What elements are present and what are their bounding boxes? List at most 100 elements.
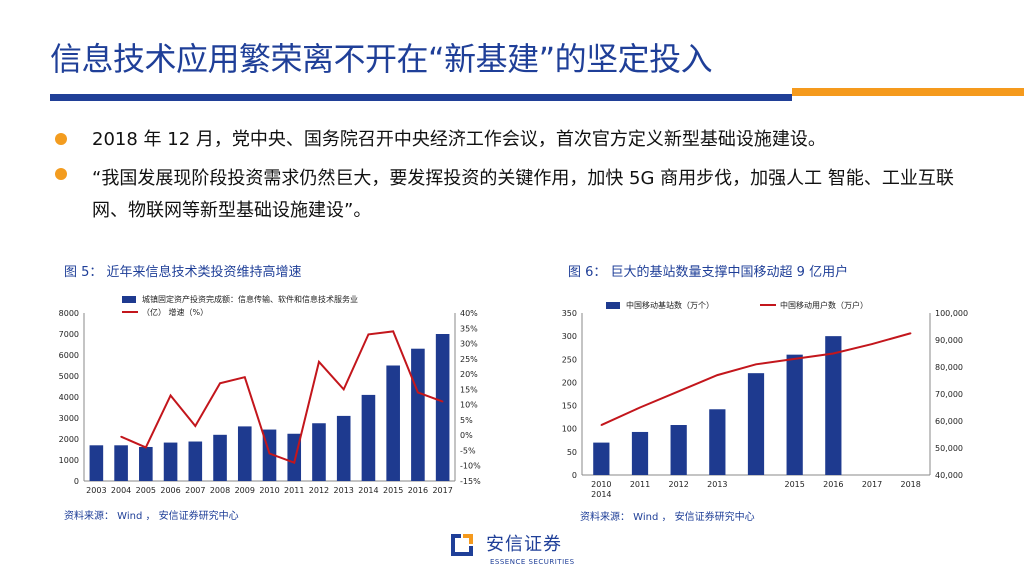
bar bbox=[825, 336, 842, 475]
x-tick-label: 2003 bbox=[86, 486, 106, 495]
bullet-1-text: 2018 年 12 月，党中央、国务院召开中央经济工作会议，首次官方定义新型基础… bbox=[92, 129, 826, 150]
bar bbox=[237, 426, 252, 481]
y-tick-label: 150 bbox=[562, 402, 577, 411]
figure5-chart: 0 1000 2000 3000 4000 5000 6000 7000 8000 -15% -10… bbox=[59, 295, 481, 495]
line-point bbox=[639, 406, 641, 409]
line-point bbox=[793, 358, 796, 360]
figure5-source: 资料来源： Wind ， 安信证券研究中心 bbox=[64, 511, 239, 522]
bar bbox=[709, 409, 726, 475]
line-point bbox=[219, 382, 221, 385]
x-tick-label: 2012 bbox=[309, 486, 329, 495]
y-tick-label: 8000 bbox=[59, 309, 79, 318]
y-tick-label: 6000 bbox=[59, 351, 79, 360]
bar bbox=[386, 365, 400, 481]
x-tick-label: 2008 bbox=[210, 486, 230, 495]
x-tick-label: 2005 bbox=[136, 486, 156, 495]
line-point bbox=[417, 391, 419, 394]
legend-swatch-bar bbox=[606, 302, 620, 309]
y2-tick-label: 30% bbox=[460, 340, 478, 349]
x-tick-label: 2014 bbox=[358, 486, 378, 495]
y2-tick-label: -5% bbox=[460, 446, 476, 455]
line-point bbox=[293, 461, 296, 464]
y2-tick-label: 20% bbox=[460, 370, 478, 379]
bar bbox=[361, 394, 376, 481]
title-underline bbox=[50, 94, 792, 101]
bar bbox=[631, 431, 649, 475]
line-point bbox=[342, 388, 345, 391]
y-tick-label: 5000 bbox=[59, 372, 79, 381]
x-tick-label: 2017 bbox=[432, 486, 452, 495]
y2-tick-label: 35% bbox=[460, 324, 478, 333]
bar bbox=[312, 423, 326, 481]
figure5-title: 图 5： 近年来信息技术类投资维持高增速 bbox=[64, 265, 302, 280]
x-tick-label: 2016 bbox=[823, 480, 843, 489]
x-tick-label: 2013 bbox=[334, 486, 354, 495]
y2-tick-label: 25% bbox=[460, 355, 478, 364]
x-tick-label: 2011 bbox=[284, 486, 304, 495]
line-point bbox=[716, 374, 719, 376]
y-tick-label: 350 bbox=[562, 309, 577, 318]
bar bbox=[336, 415, 351, 481]
x-tick-label: 2011 bbox=[630, 480, 650, 489]
bar bbox=[593, 442, 610, 475]
y2-tick-label: 5% bbox=[460, 416, 473, 425]
bullet-dot bbox=[55, 133, 67, 145]
y2-tick-label: 70,000 bbox=[935, 390, 963, 399]
line-point bbox=[120, 435, 122, 438]
x-tick-label: 2006 bbox=[160, 486, 180, 495]
x-tick-label: 2017 bbox=[862, 480, 882, 489]
y-tick-label: 2000 bbox=[59, 435, 79, 444]
y-tick-label: 100 bbox=[562, 425, 577, 434]
y-tick-label: 250 bbox=[562, 355, 577, 364]
bullet-2-text: “我国发展现阶段投资需求仍然巨大，要发挥投资的关键作用，加快 5G 商用步伐，加… bbox=[92, 168, 954, 221]
line-point bbox=[318, 361, 320, 363]
bar bbox=[114, 445, 128, 481]
y-tick-label: 1000 bbox=[59, 456, 79, 465]
y-tick-label: 7000 bbox=[59, 330, 79, 339]
line-point bbox=[367, 333, 370, 336]
bar bbox=[89, 445, 104, 481]
y2-tick-label: 50,000 bbox=[935, 444, 963, 453]
bar bbox=[213, 434, 227, 481]
y2-tick-label: 60,000 bbox=[935, 417, 963, 426]
growth-line bbox=[120, 330, 443, 464]
line-point bbox=[755, 363, 757, 366]
line-point bbox=[441, 400, 444, 403]
bullet-dot bbox=[55, 168, 67, 180]
y2-tick-label: 10% bbox=[460, 401, 478, 410]
line-point bbox=[600, 424, 603, 426]
y2-tick-label: 100,000 bbox=[935, 309, 968, 318]
x-tick-label: 2010 bbox=[591, 480, 611, 489]
y2-tick-label: -15% bbox=[460, 477, 481, 486]
y2-tick-label: 40,000 bbox=[935, 471, 963, 480]
line-point bbox=[832, 352, 835, 355]
title-accent-bar bbox=[792, 88, 1024, 96]
page-title: 信息技术应用繁荣离不开在“新基建”的坚定投入 bbox=[50, 40, 713, 78]
y-tick-label: 50 bbox=[567, 448, 577, 457]
figure6-chart: 0 50 100 150 200 250 300 350 40,000 50,000 60,000 7… bbox=[562, 300, 968, 499]
y2-tick-label: 80,000 bbox=[935, 363, 963, 372]
y2-tick-label: 40% bbox=[460, 309, 478, 318]
legend-swatch-bar bbox=[122, 296, 136, 303]
bar bbox=[670, 425, 687, 475]
x-tick-label: 2009 bbox=[235, 486, 255, 495]
legend-label: 城镇固定资产投资完成额：信息传输、软件和信息技术服务业 bbox=[142, 295, 358, 304]
y2-tick-label: 90,000 bbox=[935, 336, 963, 345]
x-tick-label: 2012 bbox=[668, 480, 688, 489]
x-tick-label: 2010 bbox=[259, 486, 279, 495]
y-tick-label: 300 bbox=[562, 332, 577, 341]
x-tick-label: 2016 bbox=[408, 486, 428, 495]
y2-tick-label: 15% bbox=[460, 385, 478, 394]
x-tick-label: 2014 bbox=[591, 490, 611, 499]
bar bbox=[188, 441, 203, 481]
y2-tick-label: 0% bbox=[460, 431, 473, 440]
legend-label: 中国移动基站数（万个） bbox=[626, 300, 714, 310]
line-point bbox=[871, 343, 873, 345]
logo-icon bbox=[451, 534, 473, 556]
bar bbox=[786, 354, 803, 475]
logo-subtext: ESSENCE SECURITIES bbox=[490, 558, 575, 566]
y-tick-label: 0 bbox=[572, 471, 577, 480]
y-tick-label: 4000 bbox=[59, 393, 79, 402]
line-point bbox=[243, 376, 246, 378]
line-point bbox=[392, 330, 394, 333]
